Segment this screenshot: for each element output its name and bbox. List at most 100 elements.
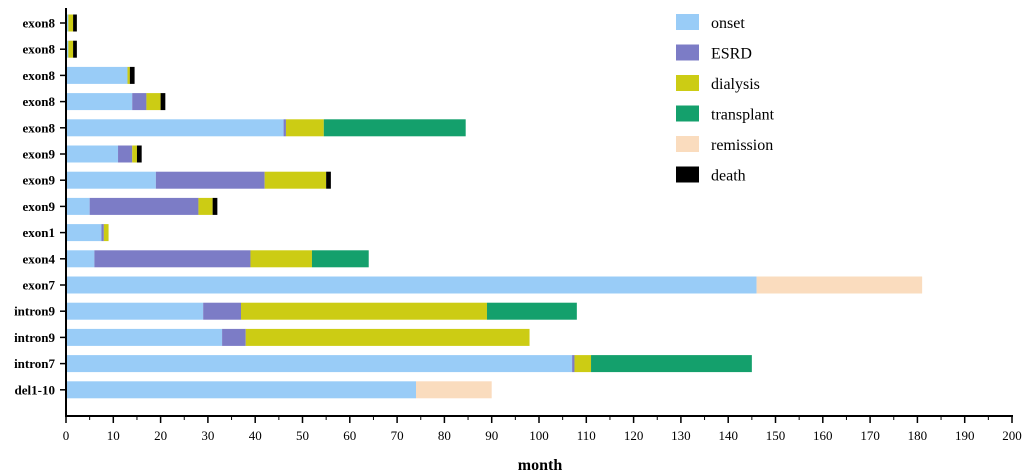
bar-death-0 [73, 14, 77, 32]
bar-transplant-9 [311, 250, 369, 268]
x-tick-label-120: 120 [624, 428, 644, 443]
legend-swatch-dialysis [676, 75, 699, 91]
bar-dialysis-12 [245, 328, 530, 346]
bar-dialysis-7 [198, 197, 213, 215]
x-tick-label-180: 180 [908, 428, 928, 443]
category-label-4: exon8 [23, 120, 56, 135]
x-tick-label-20: 20 [154, 428, 167, 443]
category-label-0: exon8 [23, 16, 56, 31]
category-label-11: intron9 [14, 304, 55, 319]
bar-dialysis-2 [127, 66, 130, 84]
category-label-3: exon8 [23, 94, 56, 109]
bar-ESRD-13 [572, 355, 575, 373]
bar-onset-5 [66, 145, 119, 163]
category-label-7: exon9 [23, 199, 56, 214]
category-label-8: exon1 [23, 225, 56, 240]
x-tick-label-200: 200 [1002, 428, 1022, 443]
x-tick-label-60: 60 [343, 428, 356, 443]
bar-remission-14 [416, 381, 492, 399]
bar-ESRD-7 [89, 197, 199, 215]
legend-swatch-onset [676, 14, 699, 30]
legend-swatch-ESRD [676, 44, 699, 61]
category-label-10: exon7 [23, 278, 56, 293]
bar-dialysis-6 [264, 171, 327, 189]
bar-remission-10 [756, 276, 923, 294]
legend-swatch-transplant [676, 105, 699, 122]
bar-transplant-11 [486, 302, 577, 320]
x-tick-label-160: 160 [813, 428, 833, 443]
bar-ESRD-8 [101, 224, 104, 242]
category-label-14: del1-10 [15, 382, 55, 397]
bar-death-7 [212, 197, 218, 215]
bar-onset-14 [66, 381, 417, 399]
bar-dialysis-13 [574, 355, 592, 373]
bars-group [66, 14, 923, 399]
legend-label-transplant: transplant [711, 107, 775, 124]
x-tick-label-70: 70 [391, 428, 404, 443]
bar-death-2 [129, 66, 135, 84]
bar-death-3 [160, 93, 166, 111]
bar-dialysis-1 [68, 40, 74, 58]
category-label-1: exon8 [23, 42, 56, 57]
x-tick-label-190: 190 [955, 428, 975, 443]
legend-swatch-death [676, 166, 699, 183]
legend-label-dialysis: dialysis [711, 76, 760, 93]
bar-dialysis-4 [285, 119, 324, 137]
bar-ESRD-6 [155, 171, 265, 189]
bar-ESRD-4 [283, 119, 286, 137]
category-label-2: exon8 [23, 68, 56, 83]
legend-swatch-remission [676, 136, 699, 152]
bar-dialysis-8 [103, 224, 109, 242]
legend-label-onset: onset [711, 15, 745, 32]
bar-dialysis-0 [68, 14, 74, 32]
x-axis-title: month [518, 457, 563, 474]
category-label-6: exon9 [23, 173, 56, 188]
bar-onset-6 [66, 171, 156, 189]
category-label-9: exon4 [23, 251, 56, 266]
legend-label-death: death [711, 168, 746, 185]
x-tick-label-150: 150 [766, 428, 786, 443]
category-label-5: exon9 [23, 147, 56, 162]
bar-ESRD-12 [222, 328, 246, 346]
category-label-12: intron9 [14, 330, 55, 345]
bar-ESRD-5 [118, 145, 133, 163]
bar-onset-3 [66, 93, 133, 111]
bar-onset-0 [66, 14, 69, 32]
bar-death-1 [73, 40, 77, 58]
bar-transplant-13 [591, 355, 752, 373]
legend-label-remission: remission [711, 137, 773, 154]
x-tick-label-100: 100 [529, 428, 549, 443]
bar-onset-11 [66, 302, 204, 320]
x-tick-label-40: 40 [249, 428, 262, 443]
bar-dialysis-11 [241, 302, 487, 320]
bar-dialysis-3 [146, 93, 161, 111]
bar-transplant-4 [323, 119, 466, 137]
x-tick-label-170: 170 [860, 428, 880, 443]
bar-onset-4 [66, 119, 284, 137]
bar-death-6 [326, 171, 331, 189]
bar-ESRD-11 [203, 302, 242, 320]
bar-onset-10 [66, 276, 757, 294]
x-axis: 0 10 20 30 40 50 60 70 80 90 100 110 120 130 140 150 160… [63, 415, 1022, 443]
x-tick-label-90: 90 [485, 428, 498, 443]
bar-dialysis-9 [250, 250, 312, 268]
x-tick-label-50: 50 [296, 428, 309, 443]
x-tick-label-140: 140 [718, 428, 738, 443]
bar-onset-2 [66, 66, 128, 84]
bar-dialysis-5 [132, 145, 137, 163]
x-tick-label-110: 110 [577, 428, 596, 443]
x-tick-label-10: 10 [107, 428, 120, 443]
bar-death-5 [136, 145, 142, 163]
legend: onset ESRD dialysis transplant remission deat… [676, 14, 775, 185]
legend-label-ESRD: ESRD [711, 46, 752, 63]
bar-ESRD-3 [132, 93, 147, 111]
x-tick-label-30: 30 [201, 428, 214, 443]
category-labels: exon8 exon8 exon8 exon8 exon8 exon9 exon9 exon9… [14, 16, 66, 397]
x-tick-label-130: 130 [671, 428, 691, 443]
bar-onset-9 [66, 250, 95, 268]
x-tick-label-80: 80 [438, 428, 451, 443]
bar-onset-8 [66, 224, 102, 242]
bar-onset-1 [66, 40, 69, 58]
bar-ESRD-9 [94, 250, 251, 268]
